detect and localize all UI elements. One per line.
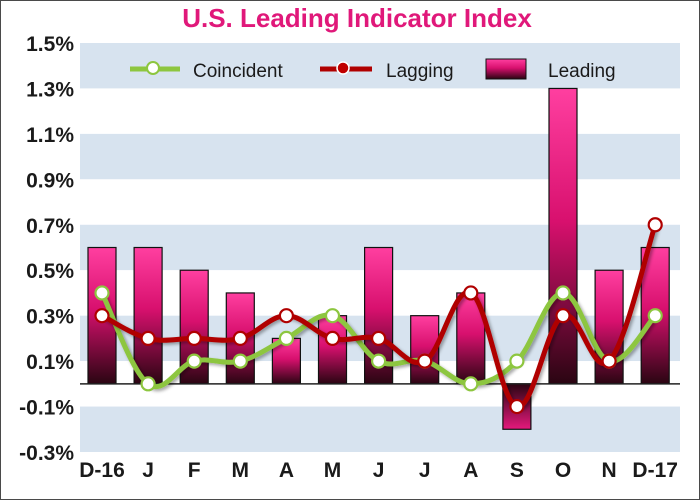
x-tick-label: N [602,459,617,482]
x-tick-label: F [188,459,201,482]
x-tick-label: J [142,459,154,482]
point-lagging [186,330,202,346]
y-tick-label: 0.1% [26,351,74,374]
x-tick-label: M [232,459,250,482]
point-lagging [463,285,479,301]
point-lagging [555,308,571,324]
leading-bar [133,246,163,385]
legend-swatch-leading [485,58,527,80]
grid-band [80,43,680,89]
legend-label-leading: Leading [548,61,616,82]
legend-marker-coincident [146,61,160,75]
point-lagging [94,308,110,324]
point-lagging [601,353,617,369]
x-tick-label: O [555,459,571,482]
point-lagging [647,217,663,233]
y-tick-label: 0.7% [26,215,74,238]
point-coincident [140,376,156,392]
point-lagging [278,308,294,324]
point-lagging [371,330,387,346]
x-tick-label: M [324,459,342,482]
legend: Coincident Lagging Leading [130,58,616,82]
x-tick-label: A [463,459,478,482]
y-tick-label: 1.5% [26,33,74,56]
legend-item-coincident: Coincident [130,61,283,82]
leading-bar [548,87,578,385]
point-coincident [186,353,202,369]
grid-band [80,88,680,134]
indicator-lines [80,217,680,415]
point-coincident [555,285,571,301]
legend-item-leading: Leading [485,58,616,82]
leading-bar [317,315,348,385]
grid-band [80,179,680,225]
y-tick-label: 0.3% [26,306,74,329]
legend-item-lagging: Lagging [320,61,454,82]
y-tick-label: 0.5% [26,260,74,283]
x-tick-label: S [510,459,524,482]
legend-label-lagging: Lagging [386,61,454,82]
y-tick-label: -0.1% [19,397,74,420]
x-tick-label: J [419,459,431,482]
point-coincident [647,308,663,324]
y-tick-label: -0.3% [19,442,74,465]
point-lagging [509,398,525,415]
y-tick-label: 0.9% [26,169,74,192]
x-tick-label: D-17 [632,459,678,482]
x-tick-labels: D-16 J F M A M J J A S O N D-17 [79,459,678,482]
x-tick-label: D-16 [79,459,125,482]
x-tick-label: A [279,459,294,482]
point-coincident [324,308,341,324]
point-coincident [94,285,110,301]
grid-band [80,406,680,452]
point-lagging [324,330,341,346]
point-lagging [232,330,248,346]
y-tick-label: 1.3% [26,78,74,101]
grid-band [80,133,680,180]
point-lagging [417,353,433,369]
point-coincident [463,376,479,392]
point-coincident [232,353,248,369]
point-coincident [371,353,387,369]
legend-label-coincident: Coincident [193,61,283,82]
x-tick-label: J [373,459,385,482]
y-tick-label: 1.1% [26,124,74,147]
chart-title: U.S. Leading Indicator Index [182,3,532,33]
point-coincident [278,330,294,346]
y-tick-labels: 1.5% 1.3% 1.1% 0.9% 0.7% 0.5% 0.3% 0.1% -0.1% -0.… [19,33,74,465]
point-coincident [509,353,525,369]
legend-marker-lagging [336,61,350,75]
point-lagging [140,330,156,346]
